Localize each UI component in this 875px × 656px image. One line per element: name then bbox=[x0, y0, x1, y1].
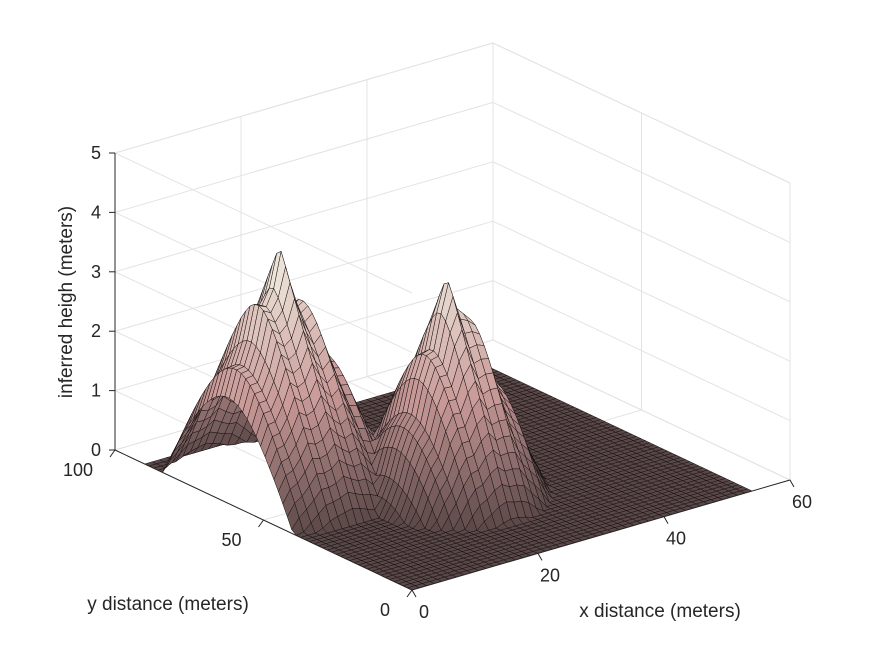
grid-line bbox=[114, 152, 413, 294]
x-tick-mark bbox=[663, 516, 669, 524]
grid-line bbox=[114, 161, 494, 273]
grid-line bbox=[492, 42, 791, 184]
grid-line bbox=[114, 101, 494, 213]
grid-line bbox=[114, 211, 413, 353]
x-tick-mark bbox=[411, 589, 417, 598]
z-axis-label: inferred heigh (meters) bbox=[56, 206, 77, 398]
x-tick-mark bbox=[537, 553, 543, 561]
y-tick-mark bbox=[109, 449, 116, 458]
surface-plot bbox=[144, 251, 753, 591]
y-tick-label: 100 bbox=[63, 460, 93, 480]
z-tick-label: 5 bbox=[91, 143, 101, 163]
grid-line bbox=[114, 42, 494, 154]
y-tick-label: 50 bbox=[221, 530, 241, 550]
x-tick-label: 20 bbox=[540, 565, 560, 585]
x-tick-label: 60 bbox=[792, 492, 812, 512]
axes bbox=[109, 152, 795, 598]
x-tick-label: 0 bbox=[419, 602, 429, 622]
y-tick-mark bbox=[406, 589, 413, 598]
x-tick-label: 40 bbox=[666, 529, 686, 549]
z-tick-label: 3 bbox=[91, 262, 101, 282]
grid-line bbox=[114, 220, 494, 332]
z-tick-label: 4 bbox=[91, 202, 101, 222]
x-axis-line bbox=[411, 479, 791, 591]
x-axis-label: x distance (meters) bbox=[579, 601, 741, 622]
z-tick-label: 0 bbox=[91, 440, 101, 460]
y-tick-mark bbox=[258, 519, 264, 528]
x-tick-mark bbox=[789, 479, 795, 488]
y-tick-label: 0 bbox=[380, 600, 390, 620]
z-tick-label: 2 bbox=[91, 321, 101, 341]
y-axis-label: y distance (meters) bbox=[87, 594, 249, 615]
z-tick-label: 1 bbox=[91, 381, 101, 401]
